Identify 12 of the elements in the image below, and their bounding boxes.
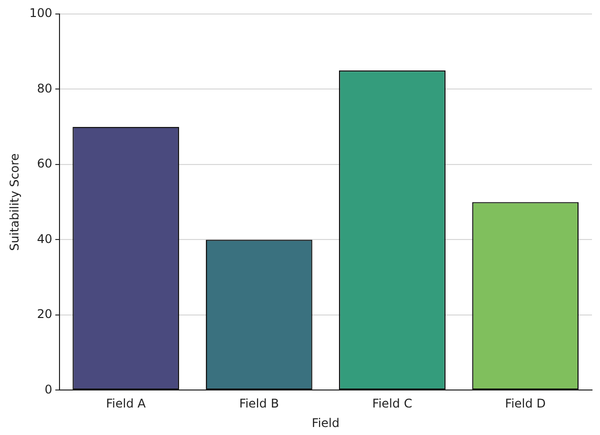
x-axis-title: Field	[312, 416, 340, 430]
x-tick-label: Field B	[239, 396, 279, 411]
y-tick-label: 0	[44, 382, 52, 396]
y-tick-label: 80	[37, 81, 52, 96]
y-tick-label: 60	[37, 156, 52, 171]
x-tick-label: Field A	[106, 396, 147, 411]
x-tick-label: Field D	[505, 396, 546, 411]
y-tick-label: 20	[37, 307, 52, 322]
y-axis-title: Suitability Score	[7, 153, 22, 251]
x-tick-label: Field C	[372, 396, 412, 411]
y-tick-label: 40	[37, 232, 52, 246]
y-tick-label: 100	[29, 6, 52, 20]
